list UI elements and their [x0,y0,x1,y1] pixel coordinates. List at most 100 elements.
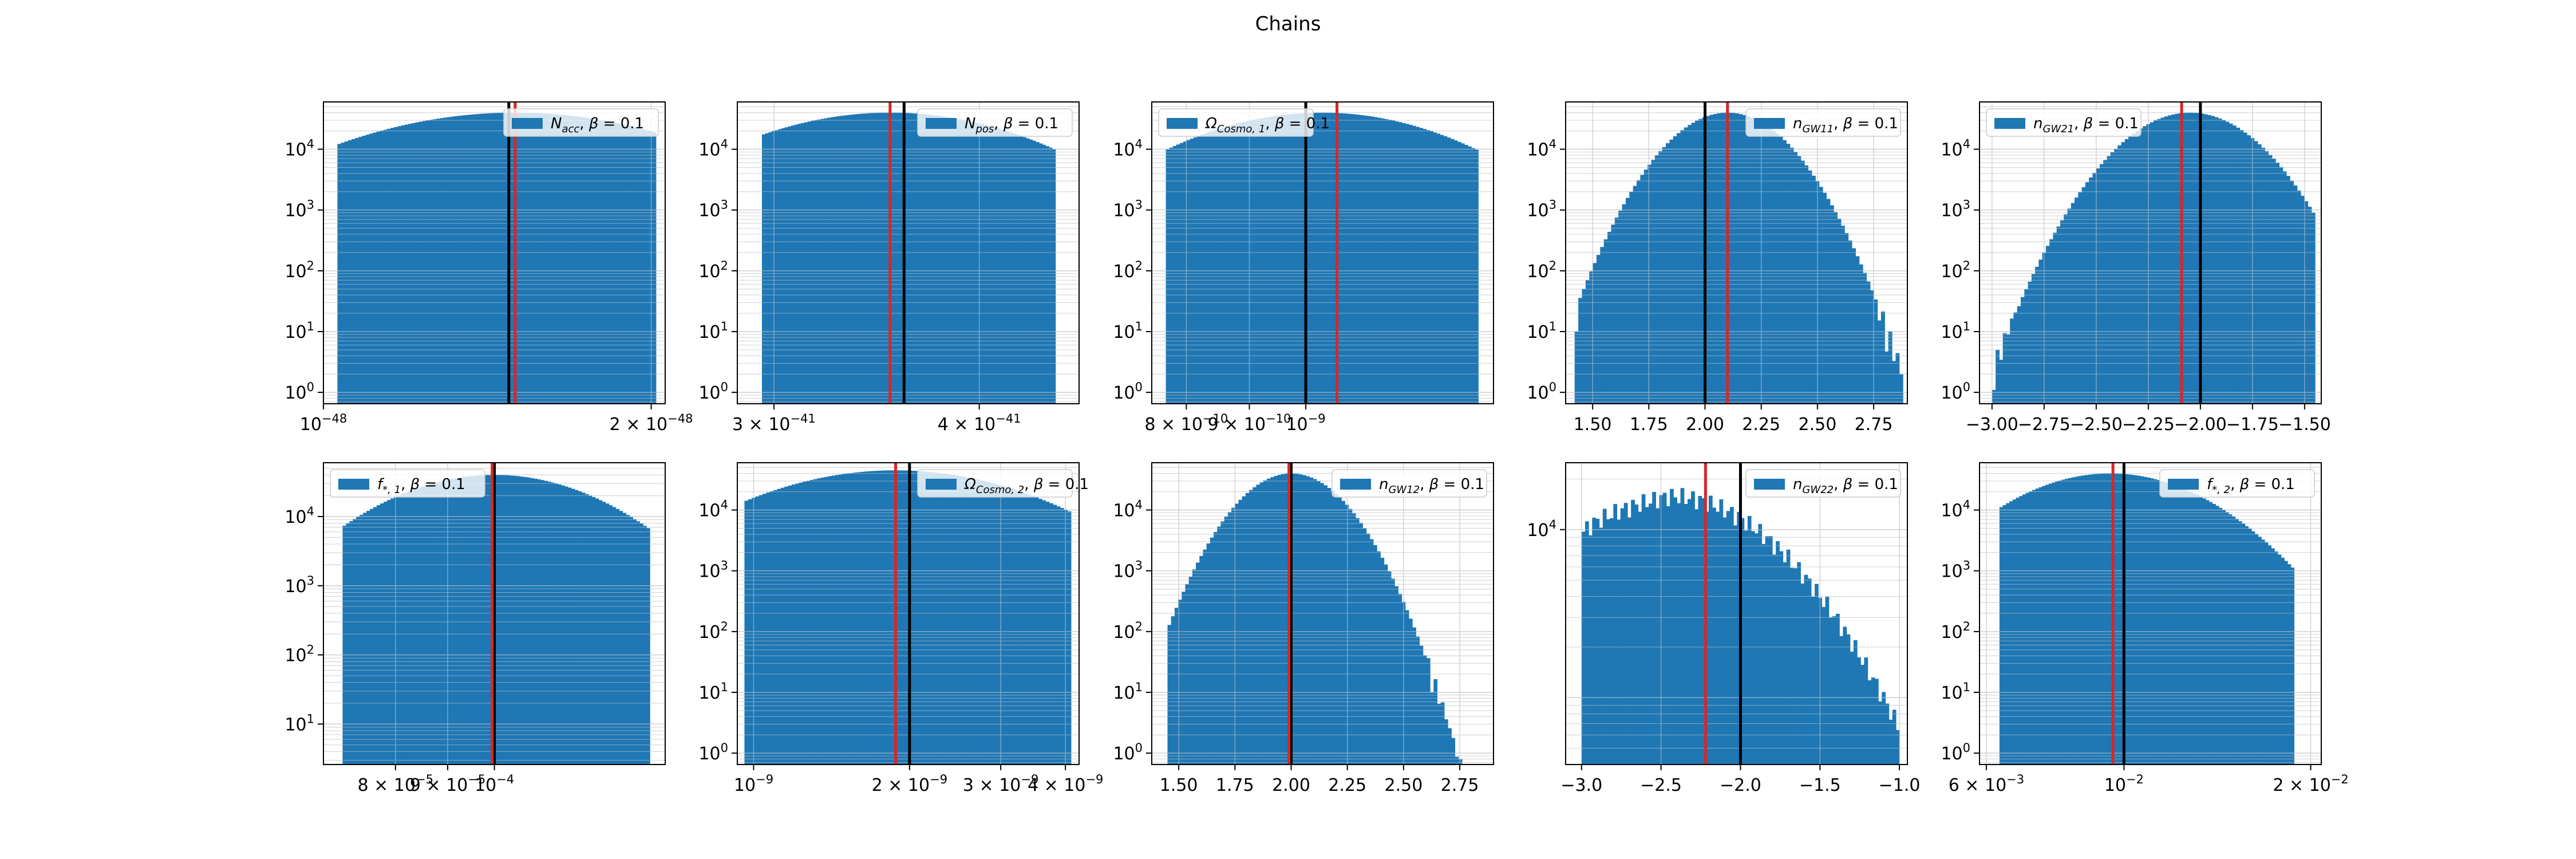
bar [2124,139,2129,404]
bar [1416,636,1420,765]
bar [1036,142,1040,404]
bar [904,470,908,765]
x-tick-label: 10−48 [300,412,347,435]
bar [938,116,942,404]
bar [762,494,767,765]
bar [2261,147,2265,404]
y-tick-label: 103 [698,559,728,582]
bar [1206,543,1211,765]
bar [1631,499,1635,765]
bar [1811,596,1815,765]
bar [1270,477,1275,765]
bar [2282,171,2287,404]
bar [2104,473,2108,765]
bar [962,476,966,765]
x-tick-label: 4 × 10−41 [938,412,1021,435]
bar [860,471,865,765]
bar [2153,120,2158,404]
bar [1593,263,1597,404]
y-tick-label: 104 [698,137,728,160]
bar [1623,503,1628,765]
bar [1819,187,1823,404]
bar [814,120,818,404]
bar [1448,728,1452,765]
legend-label: nGW22, β = 0.1 [1793,476,1898,496]
bar [766,492,771,765]
bar [1637,180,1641,404]
bar [882,470,887,765]
bar [2013,312,2018,404]
bar [482,475,487,765]
bar [1444,719,1448,765]
bar [1860,664,1865,765]
bar [780,487,785,765]
bar [765,133,769,404]
bar [2088,474,2092,765]
bar [1694,120,1699,404]
subplot-10: 100 101 102 103 104 6 × 10−3 10−2 2 × 10−2 f*, 2… [1941,462,2349,795]
bar [2176,486,2180,765]
bar [500,112,504,404]
bar [2156,480,2160,765]
legend-swatch [926,479,957,490]
bar [1242,496,1246,765]
bar [1325,112,1330,404]
bar [1388,120,1392,404]
bar [1020,136,1024,404]
legend-swatch [512,118,543,129]
bar [863,113,867,404]
bar [1291,473,1296,765]
bar [2071,477,2075,765]
axes-frame [1151,101,1494,404]
bar [1761,543,1766,765]
histogram-bars [1167,473,1463,765]
bar [1793,152,1797,404]
bar [2182,113,2186,404]
bar [489,113,494,404]
grid-overlay [1980,101,2321,404]
bar [455,478,459,765]
bar [889,470,894,765]
bar [404,492,408,765]
bar [1708,495,1713,765]
bar [886,470,890,765]
bar [2061,479,2065,765]
bar [1221,127,1226,404]
bar [1298,474,1303,765]
bar [820,119,824,404]
bar [1391,120,1396,404]
x-tick-label: 2 × 10−2 [2273,773,2348,795]
bar [2020,297,2025,404]
bar [646,528,650,765]
bar [642,129,646,404]
bar [431,483,436,765]
bar [1878,701,1882,765]
y-tick-label: 102 [1113,259,1143,282]
bar [1253,119,1257,404]
bar [843,115,847,404]
bar [2052,482,2056,765]
bar [1649,503,1653,765]
bar [1337,497,1342,765]
bar [1319,483,1324,765]
bar [987,125,991,404]
bar [1352,513,1356,765]
bar [2078,192,2083,404]
bar [2045,484,2049,765]
bar [1701,498,1706,765]
bar [506,475,511,765]
bar [2281,557,2285,765]
bar [1885,703,1890,765]
bar [2218,118,2222,404]
bar [2113,148,2118,404]
bar [1888,331,1893,404]
bar [1857,657,1861,765]
bar [2199,497,2203,765]
bar [1342,113,1347,404]
bar [1313,479,1317,765]
bar [2075,476,2079,765]
bar [875,471,879,765]
legend-box [1986,108,2142,137]
bar [1747,515,1752,765]
